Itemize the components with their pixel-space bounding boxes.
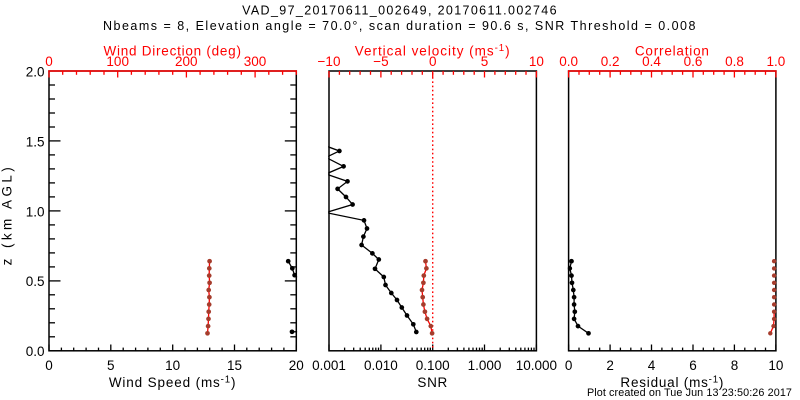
svg-text:0.2: 0.2 (601, 54, 620, 69)
svg-text:Nbeams = 8, Elevation angle =: Nbeams = 8, Elevation angle = 70.0°, sca… (103, 19, 697, 33)
svg-text:8: 8 (731, 358, 739, 373)
svg-text:2.0: 2.0 (26, 64, 45, 79)
svg-text:10: 10 (768, 358, 783, 373)
svg-text:Wind Direction (deg): Wind Direction (deg) (103, 44, 241, 59)
svg-text:0.001: 0.001 (312, 358, 346, 373)
svg-text:100: 100 (106, 54, 129, 69)
svg-text:1.5: 1.5 (26, 134, 45, 149)
svg-text:200: 200 (175, 54, 198, 69)
svg-text:0.5: 0.5 (26, 274, 45, 289)
svg-text:10: 10 (165, 358, 180, 373)
svg-text:300: 300 (244, 54, 267, 69)
svg-text:5: 5 (481, 54, 489, 69)
svg-text:0.100: 0.100 (416, 358, 450, 373)
svg-text:10: 10 (529, 54, 544, 69)
svg-text:0: 0 (565, 358, 573, 373)
svg-text:Wind Speed (ms-1): Wind Speed (ms-1) (109, 374, 237, 390)
svg-text:1.0: 1.0 (767, 54, 786, 69)
svg-text:z (km AGL): z (km AGL) (0, 164, 15, 266)
svg-text:Correlation: Correlation (635, 44, 710, 59)
svg-text:Vertical velocity (ms-1): Vertical velocity (ms-1) (355, 43, 511, 59)
svg-text:0.6: 0.6 (684, 54, 703, 69)
svg-text:−5: −5 (373, 54, 388, 69)
svg-text:10.000: 10.000 (516, 358, 557, 373)
svg-text:Plot created on Tue Jun 13 23:: Plot created on Tue Jun 13 23:50:26 2017 (587, 387, 792, 399)
svg-text:0.0: 0.0 (559, 54, 578, 69)
svg-text:1.0: 1.0 (26, 204, 45, 219)
svg-text:0.0: 0.0 (26, 344, 45, 359)
svg-text:0: 0 (45, 54, 53, 69)
svg-text:0: 0 (45, 358, 53, 373)
svg-text:−10: −10 (318, 54, 341, 69)
svg-text:SNR: SNR (417, 375, 448, 390)
svg-text:0.010: 0.010 (364, 358, 398, 373)
svg-text:Residual (ms-1): Residual (ms-1) (620, 374, 724, 390)
svg-text:15: 15 (227, 358, 242, 373)
svg-text:5: 5 (107, 358, 115, 373)
svg-text:6: 6 (689, 358, 697, 373)
svg-text:20: 20 (289, 358, 304, 373)
svg-text:1.000: 1.000 (468, 358, 502, 373)
svg-text:0: 0 (429, 54, 437, 69)
svg-text:VAD_97_20170611_002649, 201706: VAD_97_20170611_002649, 20170611.002746 (242, 3, 558, 17)
svg-text:4: 4 (648, 358, 656, 373)
svg-text:2: 2 (606, 358, 614, 373)
svg-text:0.4: 0.4 (642, 54, 661, 69)
svg-text:0.8: 0.8 (725, 54, 744, 69)
